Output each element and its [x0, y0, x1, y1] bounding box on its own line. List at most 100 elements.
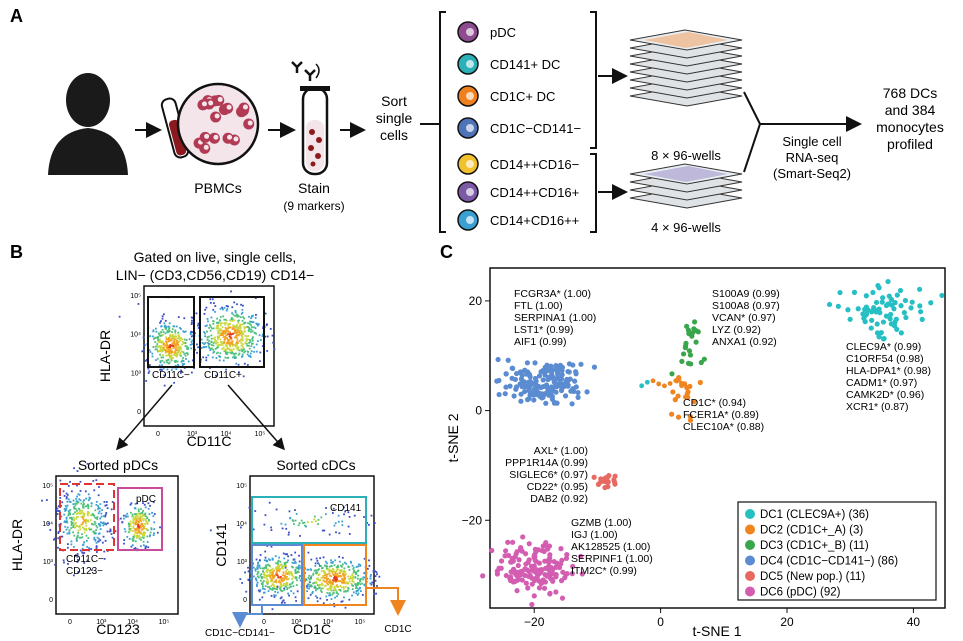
flow-event	[181, 363, 184, 365]
flow-event	[307, 521, 309, 524]
tsne-point	[897, 287, 904, 294]
flow-event	[254, 569, 257, 572]
flow-event	[229, 345, 232, 348]
flow-event	[250, 328, 253, 331]
flow-event	[227, 323, 230, 325]
flow-event	[260, 583, 263, 585]
flow-event	[343, 513, 345, 516]
flow-event	[215, 357, 218, 359]
flow-event	[100, 515, 103, 518]
flow-event	[291, 561, 294, 564]
flow-event	[218, 359, 221, 362]
flow-event	[212, 351, 215, 354]
flow-event	[64, 505, 67, 507]
flow-event	[229, 319, 232, 322]
flow-event	[349, 560, 352, 563]
flow-event	[76, 516, 79, 518]
tsne-point	[698, 359, 704, 366]
flow-event	[228, 342, 231, 345]
mono-cell-type-1: CD14++CD16+	[457, 181, 579, 203]
flow-event	[282, 567, 284, 570]
flow-event	[197, 324, 199, 327]
flow-event	[104, 515, 107, 518]
flow-event	[258, 564, 261, 567]
flow-event	[271, 583, 274, 586]
flow-event	[324, 580, 326, 583]
flow-event	[81, 551, 84, 554]
flow-event	[133, 518, 136, 521]
flow-event	[123, 539, 126, 541]
result-line-1: 768 DCs	[883, 85, 937, 101]
flow-event	[89, 519, 92, 521]
tsne-point	[901, 310, 907, 316]
flow-event	[166, 350, 168, 353]
flow-event	[264, 550, 267, 553]
flow-event	[99, 524, 102, 527]
tsne-point	[868, 325, 874, 331]
flow-event	[304, 572, 307, 574]
tsne-point	[559, 368, 565, 374]
flow-event	[158, 333, 161, 336]
flow-event	[331, 593, 334, 596]
flow-event	[262, 587, 264, 590]
flow-event	[351, 584, 353, 587]
flow-event	[164, 348, 167, 351]
flow-event	[283, 579, 286, 581]
flow-event	[298, 522, 301, 525]
flow-event	[226, 338, 229, 341]
flow-event	[318, 583, 321, 586]
flow-event	[87, 511, 90, 514]
flow-event	[111, 501, 114, 503]
gene-label: ITM2C* (0.99)	[571, 565, 637, 577]
flow-event	[177, 344, 179, 346]
gate-title-2: LIN− (CD3,CD56,CD19) CD14−	[116, 267, 314, 283]
flow-xtick: 0	[262, 619, 266, 626]
flow-event	[162, 333, 164, 336]
flow-event	[190, 341, 193, 343]
flow-event	[74, 511, 76, 514]
tsne-point	[510, 539, 516, 545]
flow-event	[277, 576, 280, 579]
flow-event	[276, 566, 279, 569]
flow-event	[153, 521, 156, 524]
flow-event	[91, 523, 94, 526]
flow-event	[90, 502, 93, 505]
flow-event	[166, 329, 169, 332]
tsne-point	[527, 572, 533, 578]
flow-event	[132, 519, 135, 522]
tsne-point	[534, 567, 540, 573]
flow-event	[274, 590, 277, 593]
flow-event	[250, 324, 252, 327]
tsne-point	[566, 369, 572, 375]
tsne-point	[687, 352, 694, 358]
tsne-point	[540, 383, 546, 390]
flow-event	[234, 314, 237, 317]
flow-event	[190, 323, 193, 326]
flow-event	[152, 346, 155, 349]
flow-event	[233, 357, 236, 359]
flow-event	[366, 567, 369, 570]
flow-event	[376, 573, 378, 576]
flow-event	[253, 326, 255, 329]
flow-ytick: 10⁵	[130, 293, 141, 300]
flow-event	[76, 555, 79, 558]
flow-xtick: 10⁴	[127, 619, 138, 626]
flow-event	[179, 352, 182, 355]
flow-event	[165, 338, 168, 341]
flow-event	[244, 341, 247, 344]
flow-event	[214, 305, 217, 307]
flow-event	[287, 533, 290, 536]
flow-event	[141, 511, 144, 514]
flow-event	[273, 569, 275, 572]
flow-event	[184, 330, 187, 333]
flow-event	[161, 315, 164, 318]
flow-event	[159, 346, 162, 349]
flow-event	[204, 335, 207, 338]
flow-event	[95, 546, 98, 548]
flow-event	[241, 336, 244, 339]
flow-event	[97, 512, 100, 515]
flow-event	[341, 563, 344, 566]
flow-event	[174, 330, 177, 333]
flow-event	[182, 360, 185, 362]
flow-event	[123, 528, 126, 530]
